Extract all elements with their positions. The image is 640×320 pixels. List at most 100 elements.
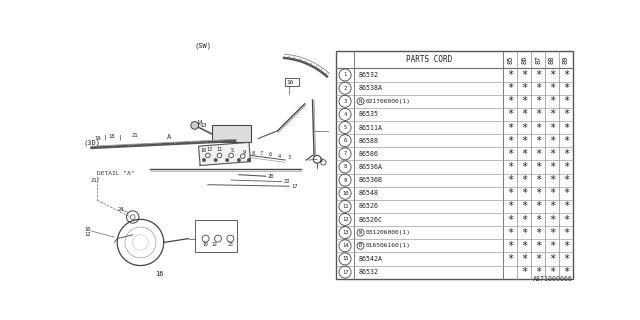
Text: 86542A: 86542A — [358, 256, 382, 262]
Text: 9: 9 — [243, 150, 246, 155]
Text: *: * — [507, 162, 513, 172]
Text: 24: 24 — [117, 207, 124, 212]
Text: A: A — [167, 134, 171, 140]
Text: *: * — [563, 109, 569, 119]
Text: *: * — [521, 228, 527, 238]
Text: *: * — [521, 254, 527, 264]
Text: 10: 10 — [342, 191, 348, 196]
Text: *: * — [563, 214, 569, 225]
Text: *: * — [563, 96, 569, 106]
Text: *: * — [563, 228, 569, 238]
Text: *: * — [535, 123, 541, 132]
Text: *: * — [535, 149, 541, 159]
Text: 86536A: 86536A — [358, 164, 382, 170]
FancyBboxPatch shape — [212, 125, 250, 142]
Text: W: W — [359, 230, 362, 235]
Text: *: * — [549, 83, 555, 93]
Text: *: * — [563, 201, 569, 212]
Text: 16: 16 — [155, 271, 164, 277]
Text: 87: 87 — [535, 56, 541, 64]
Text: *: * — [535, 136, 541, 146]
Text: *: * — [507, 254, 513, 264]
Text: 17: 17 — [342, 269, 348, 275]
Text: 10: 10 — [202, 242, 208, 247]
Text: *: * — [549, 267, 555, 277]
Text: *: * — [549, 70, 555, 80]
Text: *: * — [535, 83, 541, 93]
Text: 89: 89 — [563, 56, 569, 64]
Text: *: * — [507, 70, 513, 80]
Text: 13: 13 — [342, 230, 348, 235]
Text: *: * — [549, 162, 555, 172]
Text: 1: 1 — [344, 73, 347, 77]
Text: *: * — [507, 123, 513, 132]
Text: 13: 13 — [200, 123, 207, 128]
Text: *: * — [521, 123, 527, 132]
Text: *: * — [563, 149, 569, 159]
Text: 21/: 21/ — [91, 178, 100, 183]
Text: 14: 14 — [196, 120, 203, 125]
Text: *: * — [549, 136, 555, 146]
Text: (3D): (3D) — [84, 139, 101, 146]
Text: *: * — [535, 254, 541, 264]
Text: (SW): (SW) — [195, 43, 212, 49]
Text: 9: 9 — [344, 178, 347, 183]
Text: *: * — [549, 201, 555, 212]
Text: 86532: 86532 — [358, 72, 378, 78]
Text: 5: 5 — [344, 125, 347, 130]
Text: 86538A: 86538A — [358, 85, 382, 91]
Text: 021706000(1): 021706000(1) — [366, 99, 411, 104]
Text: *: * — [535, 109, 541, 119]
Text: 3: 3 — [288, 155, 291, 160]
Text: *: * — [563, 83, 569, 93]
Text: 86586: 86586 — [358, 151, 378, 157]
Text: *: * — [549, 149, 555, 159]
Text: *: * — [563, 254, 569, 264]
Text: *: * — [507, 228, 513, 238]
Text: *: * — [549, 254, 555, 264]
Text: 7: 7 — [344, 151, 347, 156]
Text: 86548: 86548 — [358, 190, 378, 196]
Text: N: N — [359, 99, 362, 104]
Text: *: * — [563, 123, 569, 132]
Text: 86535: 86535 — [358, 111, 378, 117]
Text: *: * — [563, 136, 569, 146]
Text: 7: 7 — [260, 151, 263, 156]
Text: *: * — [549, 214, 555, 225]
Text: *: * — [535, 241, 541, 251]
Text: A871000066: A871000066 — [533, 276, 573, 282]
Text: 20: 20 — [268, 174, 274, 179]
Text: 14: 14 — [342, 243, 348, 248]
Text: 86536B: 86536B — [358, 177, 382, 183]
Text: 6: 6 — [268, 152, 271, 157]
Text: 4: 4 — [344, 112, 347, 117]
Text: *: * — [535, 175, 541, 185]
Text: *: * — [535, 228, 541, 238]
Text: 12: 12 — [84, 232, 90, 237]
Text: |: | — [103, 135, 106, 140]
Text: 86526C: 86526C — [358, 217, 382, 222]
Circle shape — [202, 158, 205, 162]
FancyBboxPatch shape — [285, 78, 298, 86]
Text: 5: 5 — [230, 148, 234, 153]
Text: *: * — [563, 188, 569, 198]
Text: *: * — [521, 70, 527, 80]
Text: *: * — [521, 188, 527, 198]
Text: *: * — [521, 83, 527, 93]
Text: 22: 22 — [283, 179, 289, 184]
FancyBboxPatch shape — [195, 220, 237, 252]
Text: *: * — [535, 201, 541, 212]
Text: *: * — [507, 241, 513, 251]
Text: 2: 2 — [319, 157, 323, 163]
Text: *: * — [507, 201, 513, 212]
Text: |: | — [119, 134, 122, 140]
Text: *: * — [563, 162, 569, 172]
Text: *: * — [521, 241, 527, 251]
Polygon shape — [198, 142, 250, 165]
Text: 85: 85 — [507, 56, 513, 64]
Text: *: * — [535, 162, 541, 172]
Text: *: * — [549, 188, 555, 198]
Text: 12: 12 — [342, 217, 348, 222]
Text: 19: 19 — [94, 136, 100, 141]
Text: PARTS CORD: PARTS CORD — [406, 55, 452, 64]
